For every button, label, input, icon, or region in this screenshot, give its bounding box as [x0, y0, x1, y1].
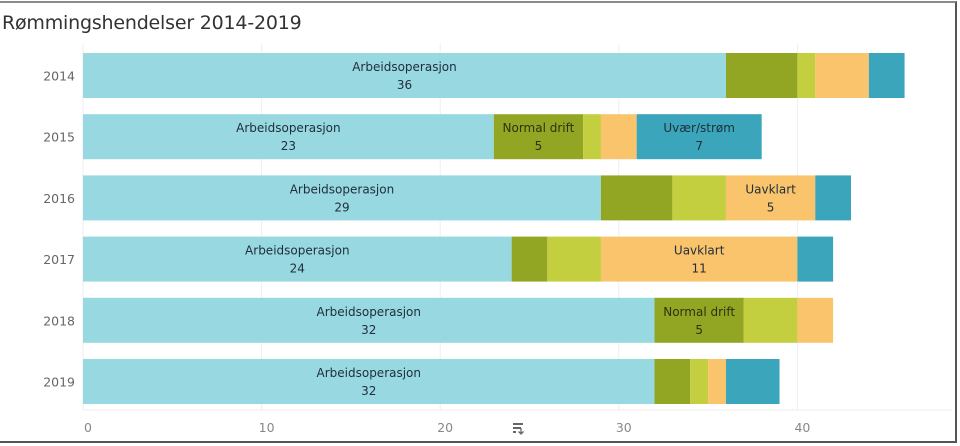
segment-label-name: Uvær/strøm [663, 121, 735, 135]
y-tick-label: 2019 [43, 375, 75, 390]
segment-label-value: 32 [361, 384, 376, 398]
bar-segment-2016-uv-r-str-m[interactable] [815, 175, 851, 221]
bar-segment-2018-uavklart[interactable] [797, 297, 834, 343]
bar-segment-2017-ukjent[interactable] [547, 236, 601, 282]
bar-segment-2018-arbeidsoperasjon[interactable] [83, 297, 655, 343]
bars [83, 53, 905, 404]
x-tick-label: 0 [84, 420, 92, 435]
segment-label-value: 5 [767, 200, 775, 214]
segment-label-value: 24 [290, 262, 305, 276]
segment-label-name: Arbeidsoperasjon [352, 60, 457, 74]
segment-label-name: Normal drift [503, 121, 575, 135]
bar-segment-2015-uv-r-str-m[interactable] [636, 114, 762, 160]
segment-label-value: 29 [334, 200, 349, 214]
segment-label-value: 5 [535, 139, 543, 153]
segment-label-value: 7 [695, 139, 703, 153]
bar-segment-2014-arbeidsoperasjon[interactable] [83, 53, 726, 98]
bar-segment-2014-normal-drift[interactable] [725, 53, 798, 98]
segment-label-name: Arbeidsoperasjon [245, 244, 350, 258]
bar-segment-2015-normal-drift[interactable] [493, 114, 584, 160]
y-tick-label: 2017 [43, 252, 75, 267]
bar-segment-2017-uv-r-str-m[interactable] [797, 236, 834, 282]
y-axis: 2014 2015 2016 2017 2018 2019 [43, 69, 75, 390]
y-tick-label: 2016 [43, 191, 75, 206]
bar-segment-2016-normal-drift[interactable] [600, 175, 673, 221]
segment-label-value: 5 [695, 323, 703, 337]
bar-segment-2019-uv-r-str-m[interactable] [725, 359, 780, 404]
segment-label-name: Arbeidsoperasjon [236, 121, 341, 135]
bar-segment-2015-uavklart[interactable] [600, 114, 637, 160]
y-tick-label: 2018 [43, 313, 75, 328]
x-axis: 0 10 20 30 40 [84, 420, 810, 435]
bar-segment-2017-uavklart[interactable] [600, 236, 798, 282]
y-tick-label: 2014 [43, 69, 75, 84]
x-tick-label: 40 [794, 420, 810, 435]
bar-segment-2016-arbeidsoperasjon[interactable] [83, 175, 601, 221]
segment-label-value: 23 [281, 139, 296, 153]
x-tick-label: 20 [437, 420, 453, 435]
bar-segment-2019-normal-drift[interactable] [654, 359, 691, 404]
bar-segment-2014-ukjent[interactable] [797, 53, 816, 98]
segment-label-value: 36 [397, 78, 412, 92]
segment-label-name: Arbeidsoperasjon [290, 182, 395, 196]
bar-segment-2018-ukjent[interactable] [743, 297, 798, 343]
segment-label-name: Uavklart [674, 244, 725, 258]
segment-label-name: Arbeidsoperasjon [317, 366, 422, 380]
bar-segment-2016-uavklart[interactable] [725, 175, 816, 221]
bar-segment-2017-arbeidsoperasjon[interactable] [83, 236, 512, 282]
bar-segment-2016-ukjent[interactable] [672, 175, 726, 221]
segment-label-name: Normal drift [663, 305, 735, 319]
bar-segment-2014-uv-r-str-m[interactable] [868, 53, 905, 98]
segment-label-value: 11 [692, 262, 707, 276]
segment-label-name: Uavklart [745, 182, 796, 196]
x-tick-label: 10 [259, 420, 275, 435]
gridlines [82, 44, 952, 411]
x-tick-label: 30 [616, 420, 632, 435]
bar-segment-2014-uavklart[interactable] [815, 53, 869, 98]
sort-descending-icon[interactable] [513, 423, 524, 435]
bar-labels: Arbeidsoperasjon 36 Arbeidsoperasjon 23 Norm… [236, 60, 796, 398]
bar-segment-2017-normal-drift[interactable] [511, 236, 548, 282]
bar-segment-2015-arbeidsoperasjon[interactable] [83, 114, 494, 160]
bar-segment-2019-ukjent[interactable] [690, 359, 709, 404]
bar-segment-2019-arbeidsoperasjon[interactable] [83, 359, 655, 404]
bar-segment-2018-normal-drift[interactable] [654, 297, 744, 343]
bar-segment-2019-uavklart[interactable] [708, 359, 726, 404]
y-tick-label: 2015 [43, 130, 75, 145]
bar-segment-2015-ukjent[interactable] [583, 114, 601, 160]
chart-title: Rømmingshendelser 2014-2019 [2, 12, 302, 34]
segment-label-value: 32 [361, 323, 376, 337]
segment-label-name: Arbeidsoperasjon [317, 305, 422, 319]
